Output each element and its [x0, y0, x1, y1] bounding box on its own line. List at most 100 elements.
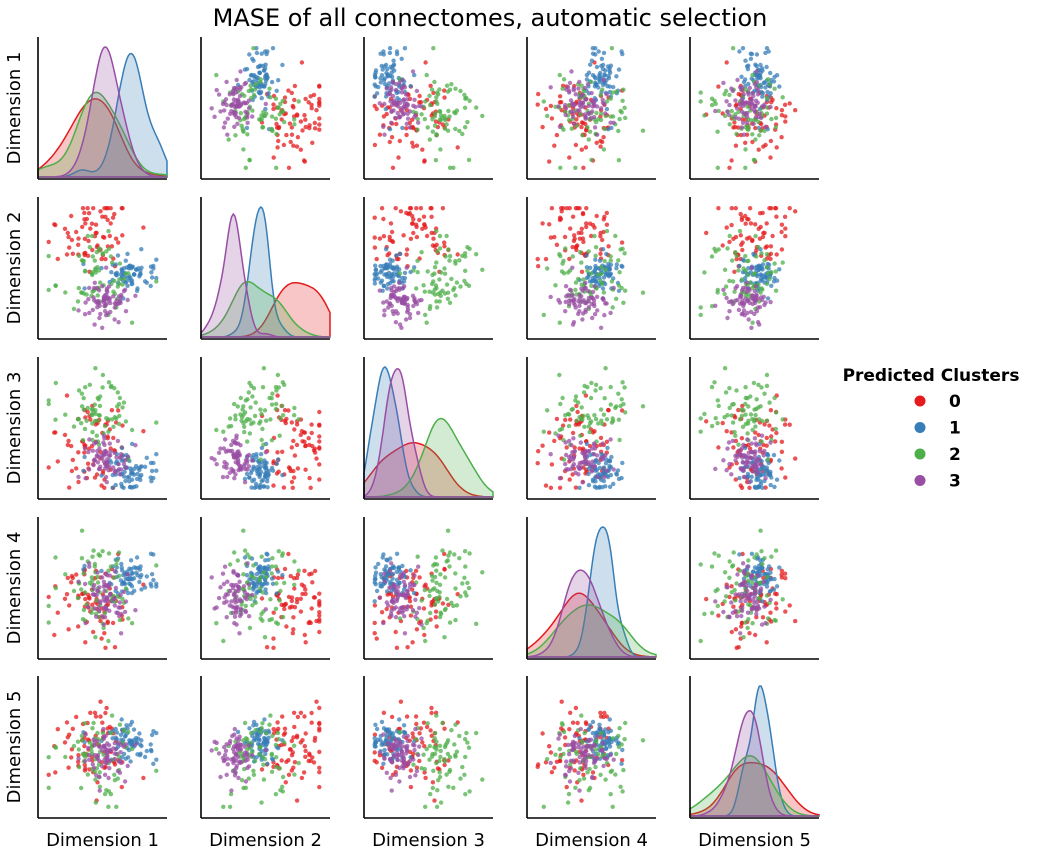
scatter-point	[749, 474, 754, 479]
scatter-point	[103, 256, 108, 262]
scatter-point	[122, 287, 128, 292]
scatter-point	[139, 464, 144, 469]
scatter-point	[438, 293, 443, 299]
scatter-point	[80, 617, 86, 622]
scatter-point	[292, 605, 298, 610]
scatter-point	[374, 91, 380, 96]
scatter-point	[266, 735, 271, 740]
scatter-point	[220, 571, 226, 576]
scatter-point	[758, 115, 764, 121]
scatter-point	[573, 305, 578, 310]
scatter-point	[755, 470, 761, 475]
scatter-point	[271, 636, 276, 641]
scatter-point	[545, 408, 550, 413]
scatter-point	[442, 291, 448, 296]
scatter-point	[126, 271, 131, 276]
scatter-point	[607, 484, 613, 489]
scatter-point	[763, 476, 768, 481]
scatter-point	[743, 275, 748, 281]
scatter-point	[616, 417, 622, 422]
scatter-point	[434, 299, 439, 304]
scatter-point	[270, 391, 275, 396]
scatter-point	[604, 92, 609, 97]
scatter-point	[234, 605, 239, 610]
scatter-point	[740, 424, 746, 429]
scatter-point	[750, 139, 755, 145]
scatter-point	[740, 240, 745, 245]
scatter-point	[390, 165, 396, 170]
scatter-point	[772, 395, 777, 401]
scatter-point	[105, 434, 110, 439]
scatter-point	[601, 297, 606, 303]
scatter-point	[83, 476, 88, 481]
scatter-point	[303, 467, 308, 472]
scatter-point	[269, 571, 274, 576]
scatter-point	[568, 98, 574, 103]
scatter-point	[793, 456, 798, 461]
scatter-point	[224, 461, 229, 467]
scatter-point	[382, 81, 388, 87]
scatter-point	[399, 56, 404, 61]
scatter-point	[746, 558, 751, 563]
kde-curve-cluster-3	[363, 367, 493, 498]
scatter-point	[780, 597, 785, 602]
scatter-point	[87, 310, 92, 316]
scatter-point	[713, 101, 718, 107]
scatter-point	[614, 74, 619, 79]
scatter-point	[772, 74, 777, 80]
scatter-point	[571, 86, 576, 91]
scatter-point	[209, 106, 214, 111]
scatter-point	[83, 415, 88, 420]
scatter-point	[123, 599, 129, 604]
scatter-point	[765, 616, 771, 621]
scatter-point	[593, 257, 598, 262]
scatter-point	[101, 299, 106, 305]
scatter-point	[114, 416, 119, 421]
scatter-point	[231, 569, 236, 574]
scatter-point	[455, 252, 460, 257]
scatter-point	[262, 460, 268, 466]
scatter-point	[783, 226, 788, 231]
scatter-point	[724, 225, 729, 230]
scatter-point	[779, 222, 785, 227]
scatter-point	[114, 730, 120, 735]
scatter-point	[85, 405, 91, 411]
scatter-point	[588, 395, 594, 401]
scatter-point	[474, 105, 479, 110]
scatter-point	[227, 416, 233, 421]
scatter-point	[129, 746, 135, 752]
scatter-point	[120, 233, 125, 238]
scatter-point	[720, 420, 725, 426]
scatter-point	[261, 442, 266, 447]
scatter-point	[761, 144, 766, 149]
scatter-point	[442, 551, 447, 557]
scatter-point	[585, 81, 591, 87]
scatter-point	[271, 610, 276, 615]
scatter-point	[149, 275, 155, 280]
scatter-point	[112, 450, 117, 455]
scatter-point	[282, 731, 288, 736]
scatter-point	[87, 245, 93, 250]
scatter-point	[287, 121, 293, 126]
scatter-point	[382, 571, 387, 576]
scatter-point	[105, 289, 110, 295]
scatter-point	[467, 551, 472, 556]
scatter-point	[547, 159, 552, 164]
scatter-point	[599, 418, 604, 423]
scatter-point	[592, 413, 597, 418]
scatter-point	[559, 209, 564, 214]
scatter-point	[536, 449, 541, 454]
scatter-point	[101, 597, 106, 602]
scatter-point	[458, 88, 463, 94]
scatter-point	[746, 127, 751, 132]
scatter-point	[587, 129, 593, 134]
scatter-point	[115, 438, 121, 444]
scatter-point	[269, 438, 275, 443]
scatter-point	[454, 603, 460, 608]
scatter-point	[592, 312, 598, 317]
scatter-point	[410, 221, 415, 226]
scatter-point	[590, 468, 595, 473]
scatter-point	[100, 720, 105, 725]
scatter-point	[142, 754, 148, 760]
scatter-point	[243, 398, 248, 403]
